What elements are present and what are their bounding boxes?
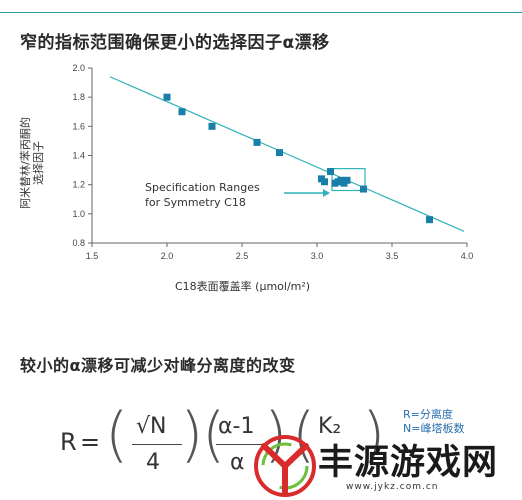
legend-R: R=分离度 (403, 408, 453, 421)
formula-paren-left-1: ( (105, 400, 129, 470)
resolution-formula: R = ( √N 4 ) ( α-1 α ) ( K₂ ) (60, 400, 400, 488)
chart-ticks: 1.5 2.0 2.5 3.0 3.5 4.0 0.8 1.0 1.2 1.4 1.6 1.8 2.0 (72, 63, 473, 261)
formula-four: 4 (146, 450, 160, 475)
y-tick-label: 0.8 (72, 238, 85, 248)
x-tick-label: 1.5 (86, 251, 99, 261)
formula-sqrtN: √N (136, 414, 167, 439)
watermark: 丰源游戏网 www.jykz.com.cn (250, 432, 522, 500)
formula-alpha: α (230, 450, 245, 475)
trendline (109, 76, 465, 232)
data-point (253, 138, 261, 146)
data-point (327, 168, 334, 176)
y-tick-label: 1.2 (72, 180, 85, 190)
x-tick-label: 2.0 (161, 251, 174, 261)
legend-N: N=峰塔板数 (403, 422, 465, 435)
data-point (163, 93, 171, 101)
data-point (178, 108, 186, 116)
x-tick-label: 2.5 (236, 251, 249, 261)
y-tick-label: 1.6 (72, 121, 85, 131)
spec-range-layer (284, 168, 366, 197)
watermark-logo-icon (254, 435, 316, 497)
y-tick-label: 1.8 (72, 92, 85, 102)
data-point (276, 149, 283, 157)
spec-annotation-line: Specification Ranges (145, 181, 260, 194)
formula-equals: = (80, 428, 101, 456)
spec-range-box (331, 168, 366, 192)
data-point (426, 216, 433, 224)
x-axis-label: C18表面覆盖率 (μmol/m²) (175, 280, 311, 293)
y-axis-label-line: 选择因子 (32, 141, 45, 185)
x-tick-label: 4.0 (461, 251, 474, 261)
x-tick-label: 3.5 (386, 251, 399, 261)
scatter-chart: 1.5 2.0 2.5 3.0 3.5 4.0 0.8 1.0 1.2 1.4 1.6 1.8 2.0 (72, 63, 473, 261)
y-tick-label: 1.4 (72, 151, 85, 161)
y-axis-label: 阿米替林/苯丙酮的 选择因子 (19, 117, 45, 209)
spec-range-annotation: Specification Ranges for Symmetry C18 (145, 180, 260, 210)
data-point (360, 185, 367, 193)
spec-arrow-head (323, 189, 330, 197)
section-title-top: 窄的指标范围确保更小的选择因子α漂移 (20, 33, 330, 53)
top-divider (0, 12, 522, 13)
data-point (208, 122, 216, 130)
section-title-bottom: 较小的α漂移可减少对峰分离度的改变 (20, 356, 296, 375)
y-tick-label: 1.0 (72, 209, 85, 219)
y-axis-label-wrap: 阿米替林/苯丙酮的 选择因子 (10, 98, 54, 228)
formula-K2: K₂ (318, 414, 342, 439)
trendline-layer (109, 76, 465, 232)
x-tick-label: 3.0 (311, 251, 324, 261)
y-tick-label: 2.0 (72, 63, 85, 73)
formula-frac-bar-2 (216, 444, 262, 445)
formula-legend: R=分离度 N=峰塔板数 (403, 408, 464, 436)
formula-frac-bar-1 (132, 444, 182, 445)
spec-annotation-line: for Symmetry C18 (145, 196, 246, 209)
data-points-layer (163, 93, 433, 224)
formula-R: R (60, 428, 77, 456)
watermark-url: www.jykz.com.cn (346, 482, 439, 492)
formula-paren-right-3: ) (362, 400, 386, 470)
formula-paren-right-1: ) (180, 400, 204, 470)
formula-alpha-minus-1: α-1 (218, 414, 255, 439)
data-point (343, 176, 351, 184)
formula-paren-left-2: ( (202, 400, 226, 470)
watermark-text: 丰源游戏网 (318, 443, 499, 483)
y-axis-label-line: 阿米替林/苯丙酮的 (19, 117, 32, 209)
data-point (321, 178, 328, 186)
